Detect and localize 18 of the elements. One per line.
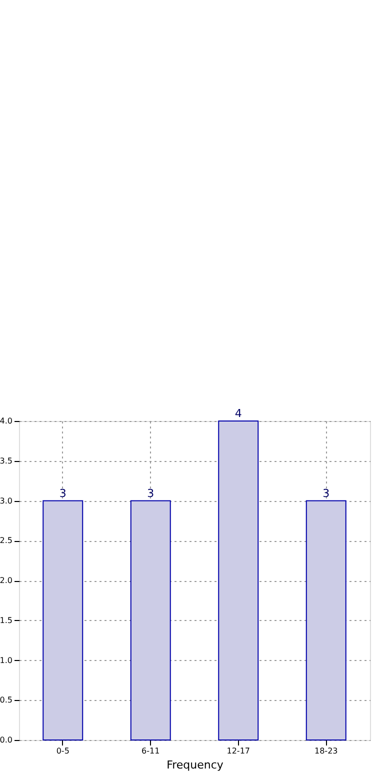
data-label: 3 bbox=[59, 486, 66, 500]
x-tick-label: 0-5 bbox=[56, 746, 70, 756]
y-tick-label: 4.0 bbox=[0, 416, 12, 426]
x-tick-label: 18-23 bbox=[314, 746, 338, 756]
y-tick-label: 2.5 bbox=[0, 536, 12, 546]
y-tick-label: 0.5 bbox=[0, 696, 12, 705]
y-tick-label: 1.0 bbox=[0, 656, 12, 665]
y-tick-label: 2.0 bbox=[0, 576, 12, 585]
x-axis-title: Frequency bbox=[166, 758, 224, 772]
data-label: 3 bbox=[322, 486, 330, 500]
y-tick-label: 3.5 bbox=[0, 456, 12, 466]
data-label: 3 bbox=[147, 486, 154, 500]
x-tick-label: 6-11 bbox=[142, 746, 160, 756]
y-tick-label: 3.0 bbox=[0, 496, 12, 506]
y-tick-label: 0.0 bbox=[0, 736, 12, 744]
data-label: 4 bbox=[234, 407, 242, 420]
y-tick-label: 1.5 bbox=[0, 616, 12, 625]
x-tick-label: 12-17 bbox=[226, 746, 250, 756]
